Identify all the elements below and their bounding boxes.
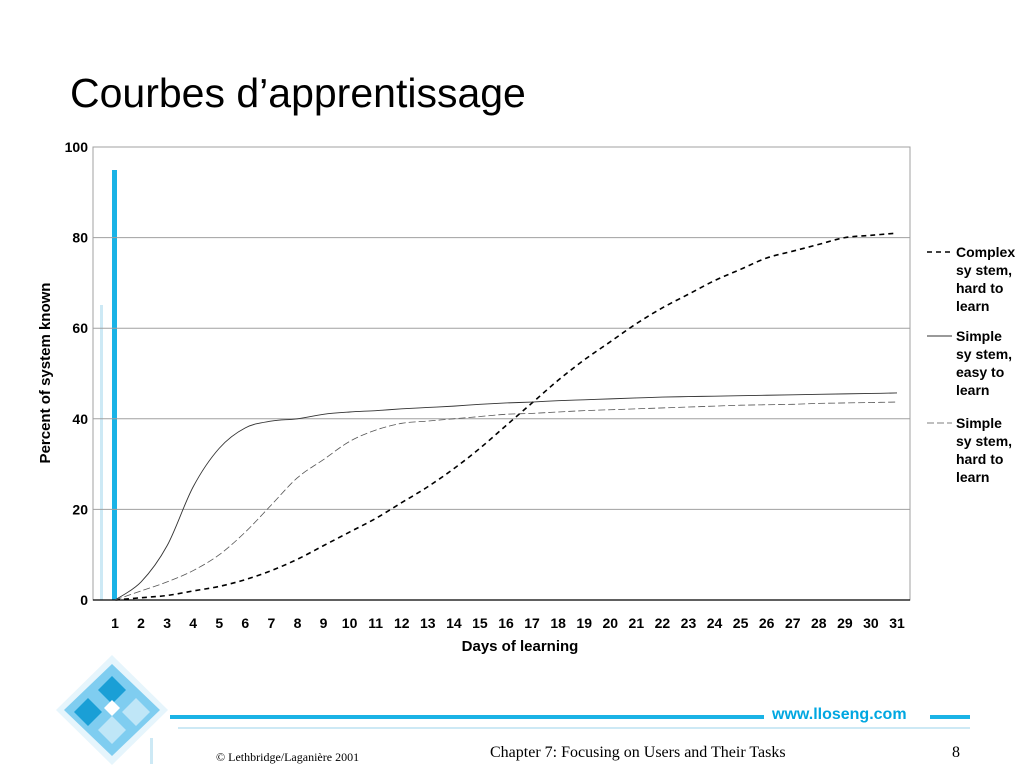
y-tick-label: 80 <box>72 230 88 246</box>
x-tick-label: 9 <box>320 615 328 631</box>
slide-title: Courbes d’apprentissage <box>70 70 526 116</box>
x-tick-label: 17 <box>524 615 540 631</box>
y-tick-label: 20 <box>72 501 88 517</box>
legend-entry-text: learn <box>956 382 989 398</box>
accent-bar-left <box>112 170 117 600</box>
y-tick-label: 100 <box>65 139 89 155</box>
footer-chapter: Chapter 7: Focusing on Users and Their T… <box>490 744 786 761</box>
x-tick-label: 13 <box>420 615 436 631</box>
x-tick-label: 4 <box>189 615 197 631</box>
legend-entry-text: Simple <box>956 328 1002 344</box>
legend-entry-text: Simple <box>956 415 1002 431</box>
legend-entry-text: hard to <box>956 451 1003 467</box>
series-line-3 <box>114 401 898 601</box>
footer-accent-lines <box>150 715 970 764</box>
x-tick-label: 15 <box>472 615 488 631</box>
footer-copyright: © Lethbridge/Laganière 2001 <box>216 750 360 764</box>
x-tick-label: 26 <box>759 615 775 631</box>
x-tick-label: 16 <box>498 615 514 631</box>
legend: Complex sy stem, hard to learn Simple sy stem… <box>927 244 1015 485</box>
x-tick-label: 6 <box>241 615 249 631</box>
x-tick-label: 23 <box>681 615 697 631</box>
x-tick-label: 8 <box>294 615 302 631</box>
logo-diamond-tile-5 <box>104 700 120 716</box>
x-tick-label: 30 <box>863 615 879 631</box>
x-tick-label: 29 <box>837 615 853 631</box>
logo-diamond-tile-1 <box>98 676 126 704</box>
series-lines <box>114 232 898 601</box>
x-tick-label: 11 <box>368 615 383 631</box>
footer-line-right <box>930 715 970 719</box>
legend-entry-text: learn <box>956 298 989 314</box>
x-tick-label: 5 <box>215 615 223 631</box>
legend-entry-text: hard to <box>956 280 1003 296</box>
x-tick-label: 31 <box>889 615 905 631</box>
decorative-accents <box>100 170 117 600</box>
legend-entry-text: Complex <box>956 244 1015 260</box>
legend-entry-text: sy stem, <box>956 433 1012 449</box>
legend-entry-text: sy stem, <box>956 346 1012 362</box>
x-tick-label: 1 <box>111 615 119 631</box>
footer-line-light <box>178 727 970 729</box>
x-tick-label: 14 <box>446 615 462 631</box>
y-axis-ticks: 0 20 40 60 80 100 <box>65 139 89 608</box>
legend-entry-text: easy to <box>956 364 1004 380</box>
x-axis-ticks: 1 2 3 4 5 6 7 8 9 10 11 12 13 14 15 16 17 18 19 20 21 22 23 24 2… <box>111 615 905 631</box>
y-tick-label: 60 <box>72 320 88 336</box>
y-axis-label: Percent of system known <box>37 283 54 464</box>
footer-line-main <box>170 715 764 719</box>
y-tick-label: 40 <box>72 411 88 427</box>
page-number: 8 <box>952 744 960 761</box>
logo-quilt <box>56 655 168 765</box>
y-tick-label: 0 <box>80 592 88 608</box>
logo-diamond-tile-4 <box>98 716 126 744</box>
footer-line-diag <box>150 738 153 764</box>
x-tick-label: 24 <box>707 615 723 631</box>
x-tick-label: 27 <box>785 615 801 631</box>
x-tick-label: 12 <box>394 615 410 631</box>
legend-entry-text: learn <box>956 469 989 485</box>
series-line-2 <box>114 392 898 601</box>
site-url: www.lloseng.com <box>772 706 907 723</box>
gridlines <box>93 237 910 601</box>
legend-entry-text: sy stem, <box>956 262 1012 278</box>
x-axis-label: Days of learning <box>462 638 579 655</box>
x-tick-label: 7 <box>268 615 276 631</box>
x-tick-label: 19 <box>576 615 592 631</box>
x-tick-label: 25 <box>733 615 749 631</box>
accent-bar-left-light <box>100 305 103 600</box>
series-line-1 <box>114 232 898 601</box>
x-tick-label: 20 <box>602 615 618 631</box>
x-tick-label: 21 <box>629 615 645 631</box>
x-tick-label: 28 <box>811 615 827 631</box>
x-tick-label: 3 <box>163 615 171 631</box>
x-tick-label: 18 <box>550 615 566 631</box>
logo-diamond-tile-2 <box>74 698 102 726</box>
plot-border <box>92 146 911 601</box>
x-tick-label: 10 <box>342 615 358 631</box>
x-tick-label: 2 <box>137 615 145 631</box>
logo-diamond-tile-3 <box>122 698 150 726</box>
x-tick-label: 22 <box>655 615 671 631</box>
